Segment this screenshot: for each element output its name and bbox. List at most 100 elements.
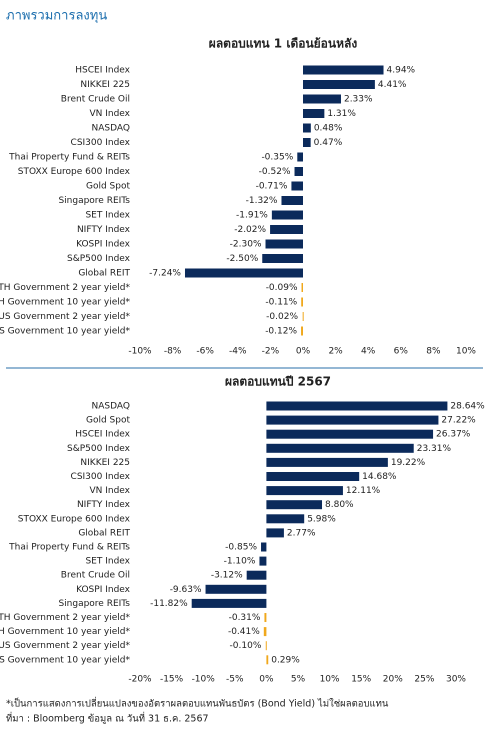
category-label: CSI300 Index (71, 472, 131, 482)
x-tick-label: -10% (192, 675, 216, 685)
value-label: -1.91% (236, 211, 268, 221)
value-label: -0.11% (265, 298, 297, 308)
value-label: 4.94% (387, 66, 416, 76)
x-tick-label: 4% (361, 347, 376, 357)
bar (264, 613, 267, 622)
bar (303, 94, 341, 104)
category-label: VN Index (89, 486, 130, 496)
value-label: 5.98% (307, 514, 336, 524)
value-label: 8.80% (325, 500, 354, 510)
category-label: Thai Property Fund & REITs (8, 543, 130, 553)
category-label: NIKKEI 225 (80, 458, 130, 468)
category-label: KOSPI Index (76, 240, 131, 250)
chart-title: ผลตอบแทนปี 2567 (225, 375, 331, 389)
value-label: -0.31% (229, 613, 261, 623)
value-label: -0.02% (266, 312, 298, 322)
category-label: NIFTY Index (77, 500, 131, 510)
category-label: TH Government 10 year yield* (0, 298, 130, 308)
bar (266, 443, 414, 453)
category-label: Brent Crude Oil (61, 571, 130, 581)
bar (291, 181, 303, 191)
value-label: -2.30% (230, 240, 262, 250)
category-label: TH Government 2 year yield* (0, 613, 130, 623)
value-label: 12.11% (346, 486, 381, 496)
bar (265, 239, 303, 249)
value-label: -2.02% (234, 225, 266, 235)
category-label: S&P500 Index (67, 444, 131, 454)
bar (303, 65, 384, 75)
bar (262, 254, 303, 263)
bar (302, 312, 304, 321)
category-label: NIFTY Index (77, 225, 131, 235)
bar (266, 415, 439, 425)
bar (303, 138, 311, 147)
bar (303, 123, 311, 133)
value-label: -0.10% (230, 641, 262, 651)
x-tick-label: 20% (383, 675, 403, 685)
category-label: US Government 2 year yield* (0, 641, 130, 651)
category-label: Singapore REITs (58, 599, 130, 609)
x-tick-label: 25% (414, 675, 434, 685)
category-label: NASDAQ (92, 402, 130, 412)
value-label: -1.32% (246, 196, 278, 206)
value-label: 14.68% (362, 472, 397, 482)
value-label: -11.82% (150, 599, 188, 609)
bar (263, 627, 267, 637)
category-label: SET Index (85, 211, 130, 221)
bar (271, 210, 303, 220)
x-tick-label: 10% (456, 347, 476, 357)
bar (301, 297, 303, 307)
category-label: NASDAQ (92, 124, 130, 134)
category-label: SET Index (85, 557, 130, 567)
bar (266, 429, 434, 439)
x-tick-label: -4% (229, 347, 247, 357)
value-label: -0.09% (266, 283, 298, 293)
category-label: NIKKEI 225 (80, 80, 130, 90)
x-tick-label: 5% (291, 675, 306, 685)
bar (266, 655, 269, 665)
bar (266, 472, 360, 481)
category-label: Global REIT (78, 528, 130, 538)
bar (205, 584, 267, 594)
category-label: STOXX Europe 600 Index (18, 514, 131, 524)
category-label: TH Government 2 year yield* (0, 283, 130, 293)
value-label: 19.22% (391, 458, 426, 468)
x-tick-label: -5% (226, 675, 244, 685)
x-tick-label: -2% (262, 347, 280, 357)
bar (281, 196, 303, 205)
category-label: KOSPI Index (76, 585, 131, 595)
value-label: -0.35% (261, 153, 293, 163)
bar (303, 109, 325, 118)
category-label: US Government 2 year yield* (0, 312, 130, 322)
category-label: Gold Spot (86, 416, 130, 426)
category-label: S&P500 Index (67, 254, 131, 264)
value-label: 0.47% (314, 138, 343, 148)
value-label: 0.48% (314, 124, 343, 134)
bar (303, 80, 375, 89)
value-label: 0.29% (271, 655, 300, 665)
value-label: 23.31% (417, 444, 452, 454)
bar (301, 326, 303, 336)
bar (297, 152, 303, 162)
x-tick-label: 15% (351, 675, 371, 685)
value-label: 28.64% (450, 402, 485, 412)
bar (266, 514, 305, 524)
category-label: Thai Property Fund & REITs (8, 153, 130, 163)
category-label: US Government 10 year yield* (0, 655, 130, 665)
x-tick-label: -10% (128, 347, 152, 357)
bar (191, 598, 267, 608)
bar (184, 268, 303, 278)
value-label: -9.63% (170, 585, 202, 595)
bar (270, 225, 303, 234)
value-label: 1.31% (327, 109, 356, 119)
bar (259, 556, 267, 566)
x-tick-label: 10% (320, 675, 340, 685)
value-label: -0.12% (265, 327, 297, 337)
page-header: ภาพรวมการลงทุน (6, 9, 107, 24)
category-label: Brent Crude Oil (61, 95, 130, 105)
category-label: HSCEI Index (75, 430, 130, 440)
value-label: -2.50% (226, 254, 258, 264)
footnote: ที่มา : Bloomberg ข้อมูล ณ วันที่ 31 ธ.ค… (6, 712, 209, 725)
x-tick-label: 6% (394, 347, 409, 357)
